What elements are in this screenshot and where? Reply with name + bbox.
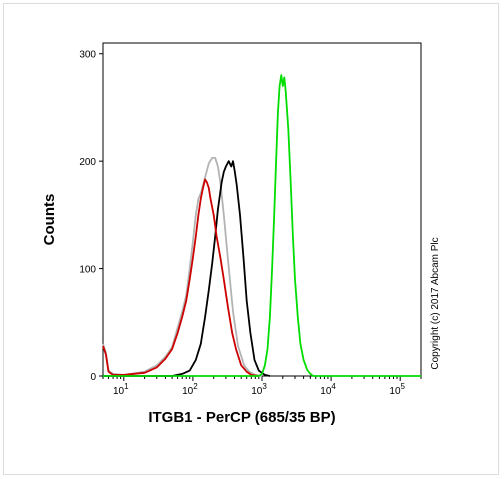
x-tick-label: 102 bbox=[182, 382, 198, 397]
y-axis-title: Counts bbox=[41, 194, 58, 246]
x-axis-title: ITGB1 - PerCP (685/35 BP) bbox=[148, 409, 335, 426]
x-tick-label: 103 bbox=[251, 382, 267, 397]
plot-border bbox=[102, 42, 422, 377]
y-tick-label: 200 bbox=[79, 157, 96, 168]
y-tick-label: 0 bbox=[90, 372, 96, 383]
x-axis-ticks: 101 102 103 104 105 bbox=[102, 376, 422, 397]
x-tick-label: 105 bbox=[389, 382, 405, 397]
series-line-0 bbox=[102, 157, 263, 377]
plot-area: 0 100 200 300 101 102 103 104 105 bbox=[79, 42, 422, 397]
histogram-chart: 0 100 200 300 101 102 103 104 105 Counts ITGB1 … bbox=[41, 42, 441, 426]
copyright-annotation: Copyright (c) 2017 Abcam Plc bbox=[430, 237, 441, 369]
series-line-3 bbox=[103, 74, 421, 377]
y-axis-ticks: 0 100 200 300 bbox=[79, 50, 103, 383]
y-tick-label: 100 bbox=[79, 265, 96, 276]
x-tick-label: 104 bbox=[320, 382, 336, 397]
y-tick-label: 300 bbox=[79, 50, 96, 61]
x-tick-label: 101 bbox=[113, 382, 129, 397]
series-line-1 bbox=[103, 160, 271, 377]
series-line-2 bbox=[102, 178, 259, 377]
figure-frame: 0 100 200 300 101 102 103 104 105 Counts ITGB1 … bbox=[3, 3, 499, 475]
series-layer bbox=[102, 74, 421, 377]
